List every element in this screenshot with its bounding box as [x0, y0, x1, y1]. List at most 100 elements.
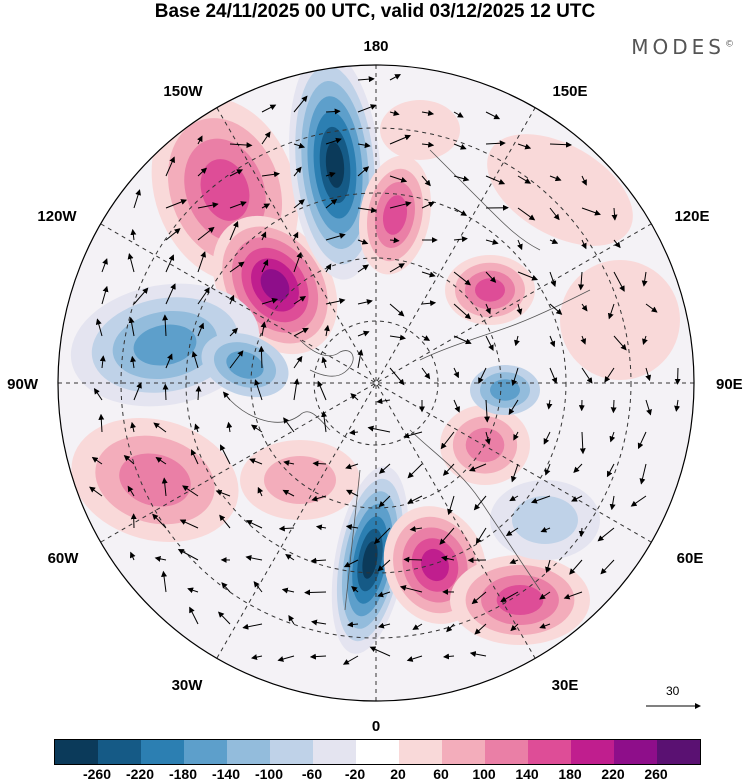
- wind-vector: [293, 166, 302, 177]
- wind-vector: [229, 201, 247, 209]
- wind-vector: [569, 559, 583, 575]
- wind-vector: [161, 570, 168, 593]
- colorbar-segment: [270, 740, 313, 764]
- wind-vector: [177, 549, 199, 561]
- wind-vector: [453, 399, 460, 413]
- wind-vector: [421, 271, 436, 278]
- wind-vector: [187, 587, 199, 594]
- wind-vector: [218, 611, 231, 625]
- wind-vector: [221, 582, 231, 593]
- wind-vector: [421, 201, 435, 209]
- wind-vector: [345, 524, 359, 531]
- wind-vector: [513, 431, 519, 441]
- wind-vector: [222, 391, 231, 401]
- wind-vector: [453, 303, 472, 320]
- wind-vector: [373, 527, 391, 545]
- wind-vector: [347, 621, 359, 628]
- wind-vector: [162, 383, 169, 401]
- wind-vector: [509, 558, 519, 564]
- wind-vector: [403, 431, 423, 439]
- wind-vector: [283, 417, 295, 433]
- wind-vector: [309, 653, 327, 660]
- wind-vector: [485, 303, 491, 315]
- wind-vector: [674, 367, 681, 385]
- wind-vector: [283, 460, 295, 466]
- wind-vector: [261, 259, 269, 273]
- wind-vector: [511, 367, 519, 387]
- wind-vector: [229, 142, 253, 149]
- wind-vector: [609, 495, 616, 511]
- wind-vector: [543, 431, 551, 445]
- wind-vector: [549, 271, 557, 288]
- wind-vector: [613, 239, 621, 249]
- wind-vector: [293, 251, 302, 273]
- wind-vector: [478, 367, 487, 384]
- wind-vector: [123, 455, 135, 465]
- wind-vector: [421, 367, 431, 380]
- wind-vector: [282, 489, 295, 497]
- wind-vector: [468, 463, 487, 472]
- wind-vector: [453, 236, 468, 243]
- wind-vector: [323, 324, 330, 337]
- wind-vector: [343, 559, 359, 568]
- wind-vector: [165, 199, 188, 209]
- wind-vector: [475, 527, 487, 545]
- colorbar-tick-label: 60: [433, 766, 449, 782]
- wind-vector: [630, 495, 647, 507]
- lon-label-120w: 120W: [37, 208, 77, 225]
- wind-vector: [250, 424, 263, 433]
- wind-vector: [357, 264, 369, 273]
- reference-vector: 30: [640, 684, 704, 714]
- lon-label-150e: 150E: [552, 83, 587, 100]
- wind-vector: [581, 367, 593, 384]
- wind-vector: [357, 238, 369, 245]
- colorbar-tick-label: 220: [601, 766, 625, 782]
- wind-vector: [607, 303, 615, 320]
- wind-vector: [611, 207, 618, 221]
- wind-vector: [549, 238, 559, 244]
- wind-vector: [197, 287, 210, 305]
- anomaly-contour: [362, 541, 378, 579]
- wind-vector: [377, 559, 391, 572]
- wind-vector: [357, 330, 370, 337]
- wind-vector: [389, 263, 405, 273]
- wind-vector: [377, 622, 391, 629]
- wind-vector: [165, 156, 175, 177]
- wind-vector: [485, 175, 506, 185]
- wind-vector: [195, 385, 202, 401]
- wind-vector: [517, 239, 523, 251]
- wind-vector: [93, 387, 103, 401]
- wind-vector: [517, 207, 536, 221]
- wind-vector: [349, 429, 359, 436]
- wind-vector: [407, 495, 423, 504]
- wind-vector: [389, 334, 406, 341]
- colorbar-tick-label: -220: [125, 766, 155, 782]
- wind-vector: [153, 422, 167, 433]
- wind-vector: [579, 431, 586, 455]
- wind-vector: [285, 554, 295, 561]
- wind-vector: [278, 525, 295, 532]
- map-boundary: [57, 64, 695, 702]
- wind-vector: [98, 413, 105, 433]
- colorbar-tick-label: -20: [344, 766, 366, 782]
- wind-vector: [610, 399, 617, 414]
- wind-vector: [127, 485, 135, 497]
- wind-vector: [549, 207, 560, 221]
- wind-vector: [517, 271, 539, 281]
- wind-vector: [154, 555, 167, 562]
- colorbar-ticks: -260 -220 -180 -140 -100 -60 -20 20 60 100 140 180 2…: [54, 766, 702, 782]
- colorbar-segment: [227, 740, 270, 764]
- wind-vector: [165, 283, 176, 305]
- anomaly-contour: [560, 260, 680, 380]
- wind-vector: [220, 444, 231, 465]
- lon-label-60e: 60E: [677, 550, 704, 567]
- wind-vector: [403, 556, 423, 563]
- anomaly-contour: [264, 456, 336, 504]
- anomaly-contour: [512, 496, 578, 544]
- wind-vector: [389, 367, 405, 386]
- wind-vector: [89, 486, 103, 497]
- wind-vector: [129, 551, 136, 561]
- wind-vector: [517, 143, 532, 150]
- wind-vector: [101, 258, 108, 273]
- wind-vector: [378, 495, 391, 508]
